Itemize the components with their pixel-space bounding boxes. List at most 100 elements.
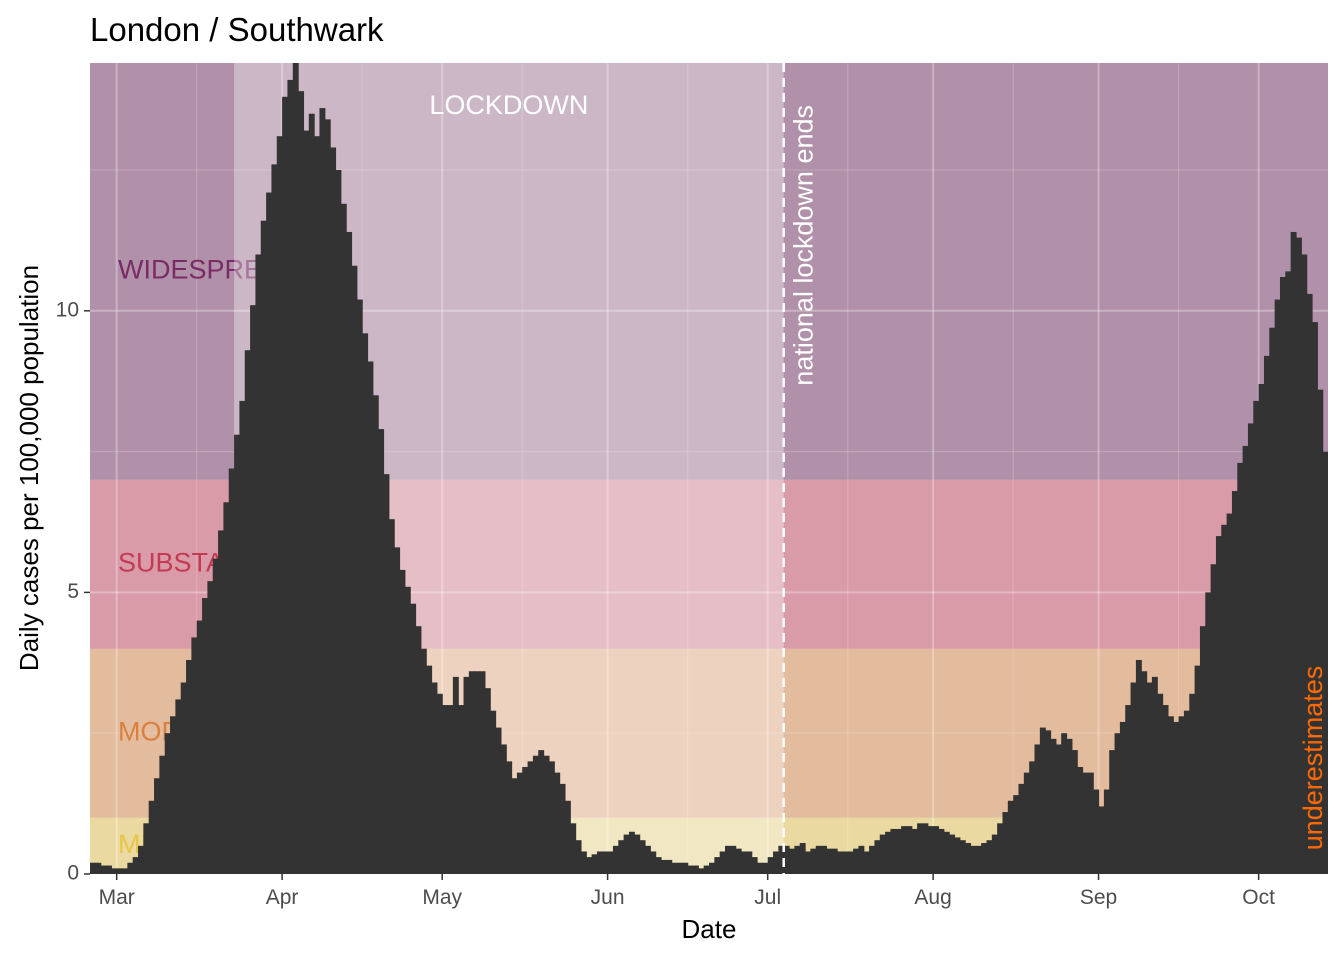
bar <box>890 828 897 874</box>
bar <box>271 164 278 874</box>
bar <box>922 823 929 874</box>
bar <box>1306 293 1313 874</box>
bar <box>175 699 182 874</box>
bar <box>367 361 374 874</box>
bar <box>282 96 289 874</box>
bar <box>1285 271 1292 874</box>
bar <box>1039 727 1046 874</box>
bar <box>1269 327 1276 874</box>
bar <box>330 147 337 874</box>
bar <box>655 857 662 874</box>
bar <box>548 761 555 874</box>
bar <box>943 831 950 874</box>
bar <box>917 823 924 874</box>
bar <box>506 761 513 874</box>
bar <box>1082 772 1089 874</box>
bar <box>196 620 203 874</box>
bar <box>410 603 417 874</box>
bar <box>292 63 299 874</box>
bar <box>116 868 123 874</box>
bar <box>671 862 678 874</box>
bar <box>767 857 774 874</box>
bar <box>1077 766 1084 874</box>
bar <box>1274 299 1281 875</box>
bar <box>821 845 827 874</box>
bar <box>1301 254 1308 875</box>
bar <box>1050 738 1057 874</box>
bar <box>1093 789 1100 874</box>
bar <box>586 857 593 874</box>
bar <box>276 136 283 874</box>
bar <box>340 203 347 875</box>
bar <box>1247 423 1254 874</box>
bar <box>1295 237 1302 874</box>
bar <box>399 569 406 874</box>
x-tick-label: Aug <box>914 886 951 909</box>
bar <box>762 862 769 874</box>
bar <box>346 231 353 875</box>
bar <box>1034 744 1041 874</box>
bar <box>1215 536 1222 874</box>
bar <box>692 865 699 874</box>
bar <box>511 778 518 874</box>
x-tick-label: Jul <box>754 886 781 909</box>
bar <box>997 823 1004 874</box>
bar <box>138 845 144 874</box>
bar <box>751 857 758 874</box>
bar <box>906 826 913 874</box>
bar <box>239 400 246 874</box>
bar <box>986 840 993 874</box>
bar <box>789 848 795 874</box>
bar <box>842 851 849 874</box>
bar <box>234 434 241 874</box>
x-axis: Mar Apr May Jun Jul Aug Sep Oct <box>99 874 1275 909</box>
bar <box>538 750 545 874</box>
bar <box>901 826 908 874</box>
bar <box>468 671 475 874</box>
bar <box>180 682 187 874</box>
bar <box>426 665 433 874</box>
bar <box>559 783 566 874</box>
bar <box>879 834 886 874</box>
bar <box>1237 462 1244 874</box>
bar <box>970 845 977 874</box>
bar <box>799 843 806 874</box>
bar <box>895 828 902 874</box>
bar <box>1023 772 1030 874</box>
bar <box>1007 800 1014 874</box>
bar <box>404 586 411 874</box>
bar <box>287 79 294 875</box>
bar <box>639 840 646 874</box>
bar <box>474 671 481 874</box>
bar <box>1317 389 1324 874</box>
bar <box>1157 693 1164 874</box>
bar <box>324 119 331 874</box>
bar <box>591 854 598 874</box>
bar <box>554 772 561 874</box>
bar <box>698 868 705 874</box>
bar <box>490 710 497 874</box>
bar <box>319 108 326 875</box>
bar <box>500 744 507 874</box>
bar <box>1141 671 1148 874</box>
bar <box>719 851 726 874</box>
bar <box>1130 682 1137 874</box>
bar <box>1071 750 1078 874</box>
bar <box>1253 400 1260 874</box>
bar <box>378 429 385 874</box>
bar <box>1162 705 1169 874</box>
bar <box>847 851 854 874</box>
bar <box>981 843 988 874</box>
y-tick-label: 0 <box>67 862 79 885</box>
bar <box>1263 355 1270 875</box>
bar <box>356 299 363 875</box>
bar <box>949 834 956 874</box>
bar <box>127 862 134 874</box>
bar <box>965 843 972 874</box>
bar <box>927 826 934 874</box>
bar <box>1103 789 1110 874</box>
bar <box>170 716 176 874</box>
bar <box>191 637 198 874</box>
bar <box>207 581 214 874</box>
bar <box>644 845 651 874</box>
